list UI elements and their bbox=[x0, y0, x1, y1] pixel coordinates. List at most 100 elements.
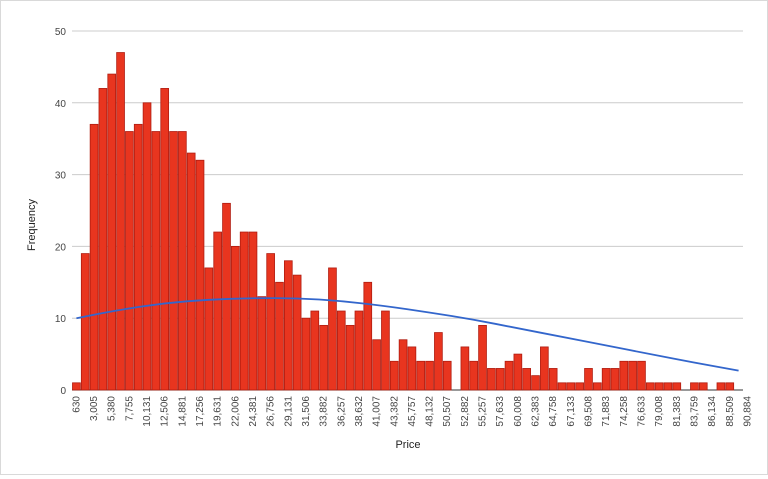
histogram-bar bbox=[204, 267, 214, 391]
y-tick-label: 10 bbox=[55, 314, 67, 325]
x-tick-label: 19,631 bbox=[213, 396, 224, 427]
y-axis-title: Frequency bbox=[26, 199, 38, 251]
x-tick-label: 71,883 bbox=[601, 396, 612, 427]
histogram-bar bbox=[522, 368, 532, 391]
x-tick-label: 38,632 bbox=[354, 396, 365, 427]
x-tick-label: 64,758 bbox=[548, 396, 559, 427]
x-tick-label: 48,132 bbox=[425, 396, 436, 427]
x-tick-label: 57,633 bbox=[495, 396, 506, 427]
histogram-bar bbox=[363, 281, 373, 391]
histogram-bar bbox=[716, 382, 726, 391]
histogram-bar bbox=[72, 382, 81, 391]
x-tick-label: 50,507 bbox=[442, 396, 453, 427]
x-tick-label: 29,131 bbox=[283, 396, 294, 427]
histogram-bar bbox=[663, 382, 673, 391]
histogram-bar bbox=[584, 368, 593, 391]
x-tick-label: 31,506 bbox=[301, 396, 312, 427]
histogram-bar bbox=[133, 123, 143, 391]
histogram-bar bbox=[222, 202, 231, 391]
histogram-bar bbox=[469, 360, 479, 391]
y-tick-label: 20 bbox=[55, 242, 67, 253]
y-axis-ticks: 0 10 20 30 40 50 bbox=[55, 27, 67, 397]
histogram-bar bbox=[637, 360, 646, 391]
histogram-bar bbox=[504, 360, 514, 391]
x-tick-label: 86,134 bbox=[707, 396, 718, 427]
histogram-bar bbox=[142, 102, 152, 391]
histogram-bar bbox=[654, 382, 664, 391]
histogram-bar bbox=[257, 296, 267, 391]
histogram-bar bbox=[283, 260, 293, 391]
histogram-bar bbox=[107, 73, 117, 391]
histogram-bar bbox=[381, 310, 390, 391]
histogram-bar bbox=[389, 360, 399, 391]
x-tick-label: 74,258 bbox=[619, 396, 630, 427]
x-tick-label: 14,881 bbox=[177, 396, 188, 427]
histogram-bar bbox=[619, 360, 629, 391]
histogram-bar bbox=[495, 368, 505, 391]
histogram-bar bbox=[478, 324, 487, 391]
x-tick-label: 76,633 bbox=[636, 396, 647, 427]
histogram-bar bbox=[319, 324, 328, 391]
x-tick-label: 41,007 bbox=[372, 396, 383, 427]
histogram-bar bbox=[98, 88, 108, 391]
histogram-bar bbox=[89, 123, 99, 391]
histogram-bar bbox=[690, 382, 699, 391]
histogram-bar bbox=[169, 131, 178, 391]
x-tick-label: 5,380 bbox=[107, 396, 118, 421]
histogram-bar bbox=[487, 368, 496, 391]
x-tick-label: 7,755 bbox=[124, 396, 135, 421]
x-tick-label: 26,756 bbox=[266, 396, 277, 427]
x-tick-label: 24,381 bbox=[248, 396, 259, 427]
histogram-bar bbox=[575, 382, 584, 391]
x-tick-label: 36,257 bbox=[336, 396, 347, 427]
histogram-bar bbox=[160, 88, 170, 391]
histogram-bar bbox=[213, 231, 222, 391]
x-tick-label: 67,133 bbox=[566, 396, 577, 427]
x-tick-label: 55,257 bbox=[478, 396, 489, 427]
histogram-bar bbox=[725, 382, 735, 391]
histogram-bar bbox=[531, 375, 540, 391]
x-axis-ticks: 630 3,005 5,380 7,755 10,131 12,506 14,881 17,2… bbox=[71, 396, 753, 427]
histogram-bar bbox=[540, 346, 549, 391]
distribution-curve bbox=[76, 297, 739, 372]
histogram-bar bbox=[460, 346, 470, 391]
histogram-bar bbox=[672, 382, 682, 391]
histogram-bar bbox=[557, 382, 567, 391]
histogram-bar bbox=[266, 253, 275, 391]
x-tick-label: 43,382 bbox=[389, 396, 400, 427]
histogram-bar bbox=[231, 245, 240, 391]
histogram-bar bbox=[125, 131, 134, 391]
histogram-bar bbox=[610, 368, 620, 391]
histogram-bar bbox=[248, 231, 258, 391]
x-tick-label: 630 bbox=[71, 396, 82, 413]
x-axis-title: Price bbox=[395, 439, 420, 451]
y-tick-label: 50 bbox=[55, 27, 67, 38]
x-tick-label: 88,509 bbox=[725, 396, 736, 427]
histogram-bar bbox=[195, 159, 205, 391]
histogram-bar bbox=[628, 360, 637, 391]
histogram-bar bbox=[292, 274, 302, 391]
histogram-bar bbox=[345, 324, 355, 391]
histogram-bar bbox=[416, 360, 426, 391]
histogram-bar bbox=[151, 131, 161, 391]
histogram-bar bbox=[116, 52, 125, 391]
histogram-bar bbox=[80, 253, 90, 391]
histogram-bar bbox=[178, 131, 187, 391]
histogram-bar bbox=[407, 346, 417, 391]
x-tick-label: 79,008 bbox=[654, 396, 665, 427]
histogram-bar bbox=[548, 368, 558, 391]
histogram-bar bbox=[354, 310, 364, 391]
distribution-curve-line bbox=[76, 297, 739, 372]
histogram-bar bbox=[425, 360, 434, 391]
histogram-bar bbox=[186, 152, 196, 391]
x-tick-label: 17,256 bbox=[195, 396, 206, 427]
y-tick-label: 30 bbox=[55, 171, 67, 182]
histogram-bar bbox=[434, 332, 443, 391]
histogram-bar bbox=[593, 382, 602, 391]
x-tick-label: 83,759 bbox=[689, 396, 700, 427]
histogram-bar bbox=[328, 267, 337, 391]
histogram-bar bbox=[372, 339, 381, 391]
x-tick-label: 22,006 bbox=[230, 396, 241, 427]
histogram-bar bbox=[301, 317, 311, 391]
